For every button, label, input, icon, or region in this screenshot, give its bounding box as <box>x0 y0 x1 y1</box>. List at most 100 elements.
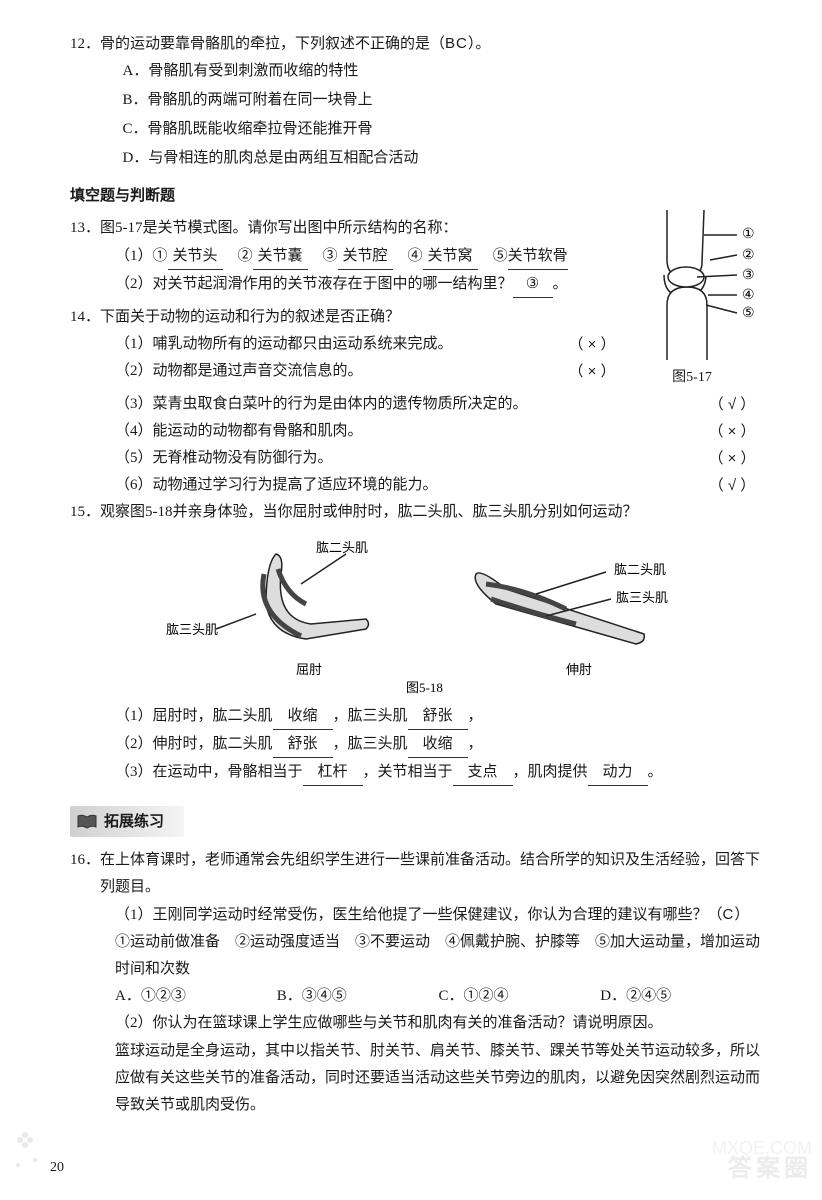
q13-blank-5: 关节软骨 <box>508 242 568 270</box>
q16-stem: 16．在上体育课时，老师通常会先组织学生进行一些课前准备活动。结合所学的知识及生… <box>70 847 762 901</box>
q14-text: 下面关于动物的运动和行为的叙述是否正确？ <box>100 309 400 325</box>
q16-sub2-a: 篮球运动是全身运动，其中以指关节、肘关节、肩关节、膝关节、踝关节等处关节运动较多… <box>70 1037 762 1118</box>
q16-num: 16． <box>70 852 100 868</box>
q16-opt-a: A．①②③ <box>115 983 277 1010</box>
q12-opt-d: D．与骨相连的肌肉总是由两组互相配合活动 <box>123 145 763 172</box>
q16-opt-b: B．③④⑤ <box>277 983 439 1010</box>
q14-item-3: （3）菜青虫取食白菜叶的行为是由体内的遗传物质所决定的。（ √ ） <box>115 391 762 418</box>
q15-blank-3: 舒张 <box>273 730 333 758</box>
bent-triceps-label: 肱三头肌 <box>166 622 218 637</box>
arm-diagram: 肱二头肌 肱三头肌 屈肘 肱二头肌 肱三头肌 伸肘 图5-18 <box>70 534 762 694</box>
q15-blank-5: 杠杆 <box>303 758 363 786</box>
extend-label: 伸肘 <box>566 662 592 677</box>
q13-sub1: （1）①关节头 ②关节囊 ③关节腔 ④关节窝 ⑤关节软骨 <box>70 242 622 270</box>
q14-i2-t: （2）动物都是通过声音交流信息的。 <box>115 358 562 385</box>
q16-opt-c: C．①②④ <box>439 983 601 1010</box>
q14-i3-m: （ √ ） <box>702 391 762 418</box>
question-13: 13．图5-17是关节模式图。请你写出图中所示结构的名称： （1）①关节头 ②关… <box>70 215 622 298</box>
q15-sub1: （1）屈肘时，肱二头肌收缩，肱三头肌舒张， <box>70 702 762 730</box>
q14-i3-t: （3）菜青虫取食白菜叶的行为是由体内的遗传物质所决定的。 <box>115 391 702 418</box>
joint-label-1: ① <box>742 227 755 242</box>
q15-s1-suf: ， <box>468 708 483 724</box>
fig-5-17-caption: 图5-17 <box>622 365 762 390</box>
q13-s2-pre: （2）对关节起润滑作用的关节液存在于图中的哪一结构里？ <box>115 276 513 292</box>
question-16: 16．在上体育课时，老师通常会先组织学生进行一些课前准备活动。结合所学的知识及生… <box>70 847 762 1118</box>
q14-i5-m: （ × ） <box>702 445 762 472</box>
q16-choices: ①运动前做准备 ②运动强度适当 ③不要运动 ④佩戴护腕、护膝等 ⑤加大运动量，增… <box>70 929 762 983</box>
q13-num: 13． <box>70 220 100 236</box>
page-number: 20 <box>50 1155 64 1180</box>
q14-i4-t: （4）能运动的动物都有骨骼和肌肉。 <box>115 418 702 445</box>
q15-s1-mid: ，肱三头肌 <box>333 708 408 724</box>
joint-diagram-icon: ① ② ③ ④ ⑤ <box>642 205 772 365</box>
joint-label-3: ③ <box>742 268 755 283</box>
q15-blank-6: 支点 <box>453 758 513 786</box>
section-extension: 拓展练习 <box>70 806 184 837</box>
q16-mc-options: A．①②③ B．③④⑤ C．①②④ D．②④⑤ <box>70 983 762 1010</box>
q14-i6-t: （6）动物通过学习行为提高了适应环境的能力。 <box>115 472 702 499</box>
q14-i2-m: （ × ） <box>562 358 622 385</box>
q15-s3-m1: ，关节相当于 <box>363 764 453 780</box>
q12-num: 12． <box>70 36 100 52</box>
flower-decor-icon <box>10 1120 50 1180</box>
q13-s1-m2: ② <box>223 248 253 264</box>
q15-blank-7: 动力 <box>588 758 648 786</box>
question-15: 15．观察图5-18并亲身体验，当你屈肘或伸肘时，肱二头肌、肱三头肌分别如何运动… <box>70 499 762 786</box>
question-12: 12．骨的运动要靠骨骼肌的牵拉，下列叙述不正确的是（BC）。 A．骨骼肌有受到刺… <box>70 30 762 172</box>
q13-s1-m4: ④ <box>393 248 423 264</box>
q15-s2-suf: ， <box>468 736 483 752</box>
question-14: 14．下面关于动物的运动和行为的叙述是否正确？ （1）哺乳动物所有的运动都只由运… <box>70 304 622 385</box>
arm-svg-icon: 肱二头肌 肱三头肌 屈肘 肱二头肌 肱三头肌 伸肘 图5-18 <box>136 534 696 694</box>
q15-s1-pre: （1）屈肘时，肱二头肌 <box>115 708 273 724</box>
q16-sub1: （1）王刚同学运动时经常受伤，医生给他提了一些保健建议，你认为合理的建议有哪些？… <box>70 901 762 929</box>
q14-i6-m: （ √ ） <box>702 472 762 499</box>
fig-5-18-caption: 图5-18 <box>406 680 443 694</box>
q15-sub3: （3）在运动中，骨骼相当于杠杆，关节相当于支点，肌肉提供动力。 <box>70 758 762 786</box>
q16-opt-d: D．②④⑤ <box>600 983 762 1010</box>
q13-s2-suf: 。 <box>553 276 568 292</box>
bend-label: 屈肘 <box>296 662 322 677</box>
q12-text-b: ）。 <box>468 36 491 52</box>
joint-label-4: ④ <box>742 288 755 303</box>
joint-label-2: ② <box>742 248 755 263</box>
joint-label-5: ⑤ <box>742 306 755 321</box>
q15-blank-4: 收缩 <box>408 730 468 758</box>
book-icon <box>76 814 98 830</box>
q15-blank-1: 收缩 <box>273 702 333 730</box>
q12-opt-c: C．骨骼肌既能收缩牵拉骨还能推开骨 <box>123 116 763 143</box>
q16-text: 在上体育课时，老师通常会先组织学生进行一些课前准备活动。结合所学的知识及生活经验… <box>100 852 760 895</box>
q13-blank-6: ③ <box>513 270 553 298</box>
ext-triceps-label: 肱三头肌 <box>616 590 668 605</box>
q15-blank-2: 舒张 <box>408 702 468 730</box>
q13-s1-pre: （1）① <box>115 248 168 264</box>
q12-answer: BC <box>445 35 468 52</box>
q15-s2-mid: ，肱三头肌 <box>333 736 408 752</box>
q16-s1-pre: （1）王刚同学运动时经常受伤，医生给他提了一些保健建议，你认为合理的建议有哪些？… <box>115 907 723 923</box>
q14-items-cont: （3）菜青虫取食白菜叶的行为是由体内的遗传物质所决定的。（ √ ） （4）能运动… <box>70 391 762 499</box>
q14-items: （1）哺乳动物所有的运动都只由运动系统来完成。（ × ） （2）动物都是通过声音… <box>70 331 622 385</box>
q14-i1-t: （1）哺乳动物所有的运动都只由运动系统来完成。 <box>115 331 562 358</box>
q16-s1-suf: ） <box>734 907 749 923</box>
q15-stem: 15．观察图5-18并亲身体验，当你屈肘或伸肘时，肱二头肌、肱三头肌分别如何运动… <box>70 499 762 526</box>
q13-blank-2: 关节囊 <box>253 242 308 270</box>
q15-s3-pre: （3）在运动中，骨骼相当于 <box>115 764 303 780</box>
q14-stem: 14．下面关于动物的运动和行为的叙述是否正确？ <box>70 304 622 331</box>
q14-i1-m: （ × ） <box>562 331 622 358</box>
q12-text-a: 骨的运动要靠骨骼肌的牵拉，下列叙述不正确的是（ <box>100 36 445 52</box>
q12-opt-b: B．骨骼肌的两端可附着在同一块骨上 <box>123 87 763 114</box>
q14-i4-m: （ × ） <box>702 418 762 445</box>
q15-s3-m2: ，肌肉提供 <box>513 764 588 780</box>
q16-s1-ans: C <box>723 906 735 923</box>
q14-item-5: （5）无脊椎动物没有防御行为。（ × ） <box>115 445 762 472</box>
q15-s3-suf: 。 <box>648 764 663 780</box>
watermark-text: 答案圈 <box>728 1147 812 1190</box>
q14-num: 14． <box>70 309 100 325</box>
q15-s2-pre: （2）伸肘时，肱二头肌 <box>115 736 273 752</box>
section-ext-label: 拓展练习 <box>104 808 164 835</box>
bent-biceps-label: 肱二头肌 <box>316 540 368 555</box>
q13-blank-4: 关节窝 <box>423 242 478 270</box>
q14-item-4: （4）能运动的动物都有骨骼和肌肉。（ × ） <box>115 418 762 445</box>
q13-stem: 13．图5-17是关节模式图。请你写出图中所示结构的名称： <box>70 215 622 242</box>
q13-text: 图5-17是关节模式图。请你写出图中所示结构的名称： <box>100 220 458 236</box>
q13-s1-m5: ⑤ <box>478 248 508 264</box>
